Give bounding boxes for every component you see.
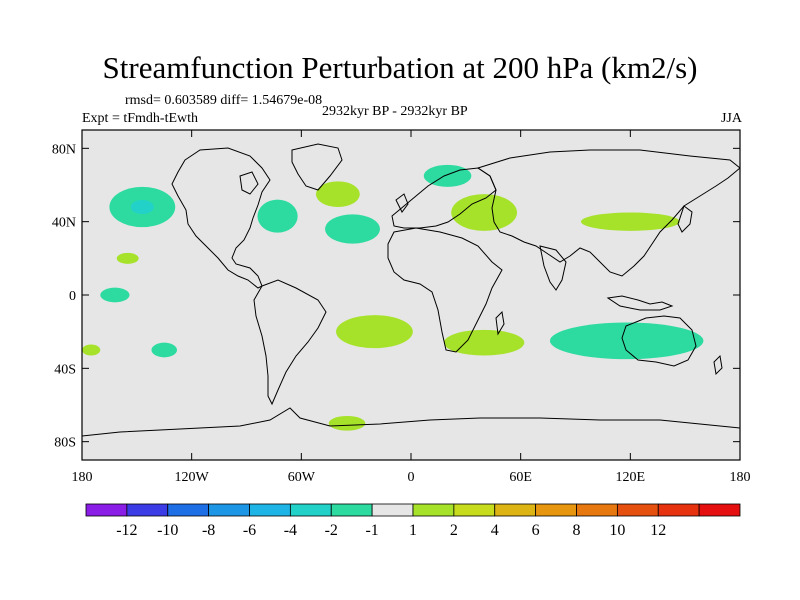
colorbar-label: 12: [650, 522, 666, 539]
anomaly-southern-ocean-positive: [328, 416, 366, 431]
anomaly-north-atlantic-positive: [315, 181, 360, 208]
colorbar-label: 6: [532, 522, 540, 539]
lon-tick-label: 0: [408, 470, 415, 485]
colorbar-swatch: [289, 503, 332, 517]
colorbar-swatch: [371, 503, 414, 517]
colorbar-swatch: [249, 503, 291, 517]
coastlines: [82, 143, 740, 437]
lon-tick-label: 60E: [509, 470, 532, 485]
stats-text: rmsd= 0.603589 diff= 1.54679e-08: [125, 93, 323, 108]
lon-tick-label: 180: [730, 470, 751, 485]
colorbar-label: -2: [325, 522, 338, 539]
colorbar-label: -6: [243, 522, 256, 539]
chart-title: Streamfunction Perturbation at 200 hPa (…: [102, 50, 698, 85]
anomaly-hawaii-negative: [116, 252, 139, 264]
new-zealand-coast: [713, 354, 723, 376]
colorbar-swatch: [535, 503, 577, 517]
experiment-label: Expt = tFmdh-tEwth: [82, 111, 199, 126]
lon-tick-label: 180: [72, 470, 93, 485]
australia-coast: [621, 315, 697, 367]
anomaly-central-north-atlantic-negative: [325, 214, 380, 244]
colorbar-swatch: [576, 503, 618, 517]
season-label: JJA: [720, 111, 742, 126]
south-america-coast: [253, 279, 327, 406]
colorbar-swatch: [167, 503, 210, 517]
colorbar-label: -4: [284, 522, 297, 539]
lon-tick-label: 60W: [288, 470, 316, 485]
anomaly-europe-positive: [451, 194, 518, 231]
lat-tick-label: 40S: [54, 362, 76, 377]
asia-coast: [476, 149, 740, 277]
lat-tick-label: 0: [69, 289, 76, 304]
colorbar-swatch: [453, 503, 496, 517]
colorbar-swatch: [330, 503, 373, 517]
colorbar-label: -10: [157, 522, 178, 539]
lon-tick-label: 120W: [175, 470, 210, 485]
hudson-bay: [239, 171, 259, 195]
colorbar-swatch: [616, 503, 659, 517]
anomaly-core-north-pacific-negative: [130, 199, 154, 215]
colorbar-label: -8: [202, 522, 215, 539]
colorbar-label: 8: [573, 522, 581, 539]
anomaly-layer: [82, 164, 704, 431]
period-label: 2932kyr BP - 2932kyr BP: [322, 104, 468, 119]
north-america-coast: [171, 147, 271, 289]
lat-tick-label: 40N: [52, 216, 76, 231]
axis-layer: 80N 40N 0 40S 80S 180 120W 60W 0 60E 120E 180: [52, 130, 751, 485]
colorbar-swatch: [494, 503, 537, 517]
lat-tick-label: 80S: [54, 436, 76, 451]
antarctica-coast: [82, 407, 740, 437]
indonesia-coast: [606, 295, 674, 311]
anomaly-south-pacific-negative-west: [82, 344, 101, 356]
colorbar-label: 1: [409, 522, 417, 539]
anomaly-scandinavia-negative: [423, 164, 472, 187]
colorbar: -12 -10 -8 -6 -4 -2 -1 1 2 4 6 8 10 12: [85, 503, 741, 539]
greenland-coast: [291, 143, 343, 191]
anomaly-south-atlantic-positive: [336, 315, 413, 349]
colorbar-swatch: [208, 503, 250, 517]
uk-coast: [395, 193, 409, 213]
colorbar-swatch: [698, 503, 741, 517]
lat-tick-label: 80N: [52, 142, 76, 157]
africa-coast: [387, 227, 503, 353]
japan-coast: [677, 205, 693, 233]
colorbar-swatch: [657, 503, 700, 517]
colorbar-swatch: [412, 503, 455, 517]
colorbar-label: 4: [491, 522, 499, 539]
colorbar-swatch: [85, 503, 128, 517]
anomaly-eastern-north-america-negative: [257, 199, 298, 233]
colorbar-label: -12: [116, 522, 137, 539]
anomaly-south-africa-positive: [443, 329, 525, 356]
colorbar-label: 10: [609, 522, 625, 539]
anomaly-indian-ocean-australia-negative: [549, 322, 704, 360]
colorbar-label: -1: [365, 522, 378, 539]
anomaly-south-pacific-negative: [151, 342, 178, 358]
anomaly-equatorial-pacific-negative: [100, 287, 130, 303]
lon-tick-label: 120E: [616, 470, 646, 485]
colorbar-swatch: [126, 503, 169, 517]
india-coast: [539, 245, 567, 291]
anomaly-east-asia-positive: [580, 212, 680, 231]
colorbar-label: 2: [450, 522, 458, 539]
map-background: [82, 130, 740, 460]
madagascar-coast: [495, 310, 505, 336]
